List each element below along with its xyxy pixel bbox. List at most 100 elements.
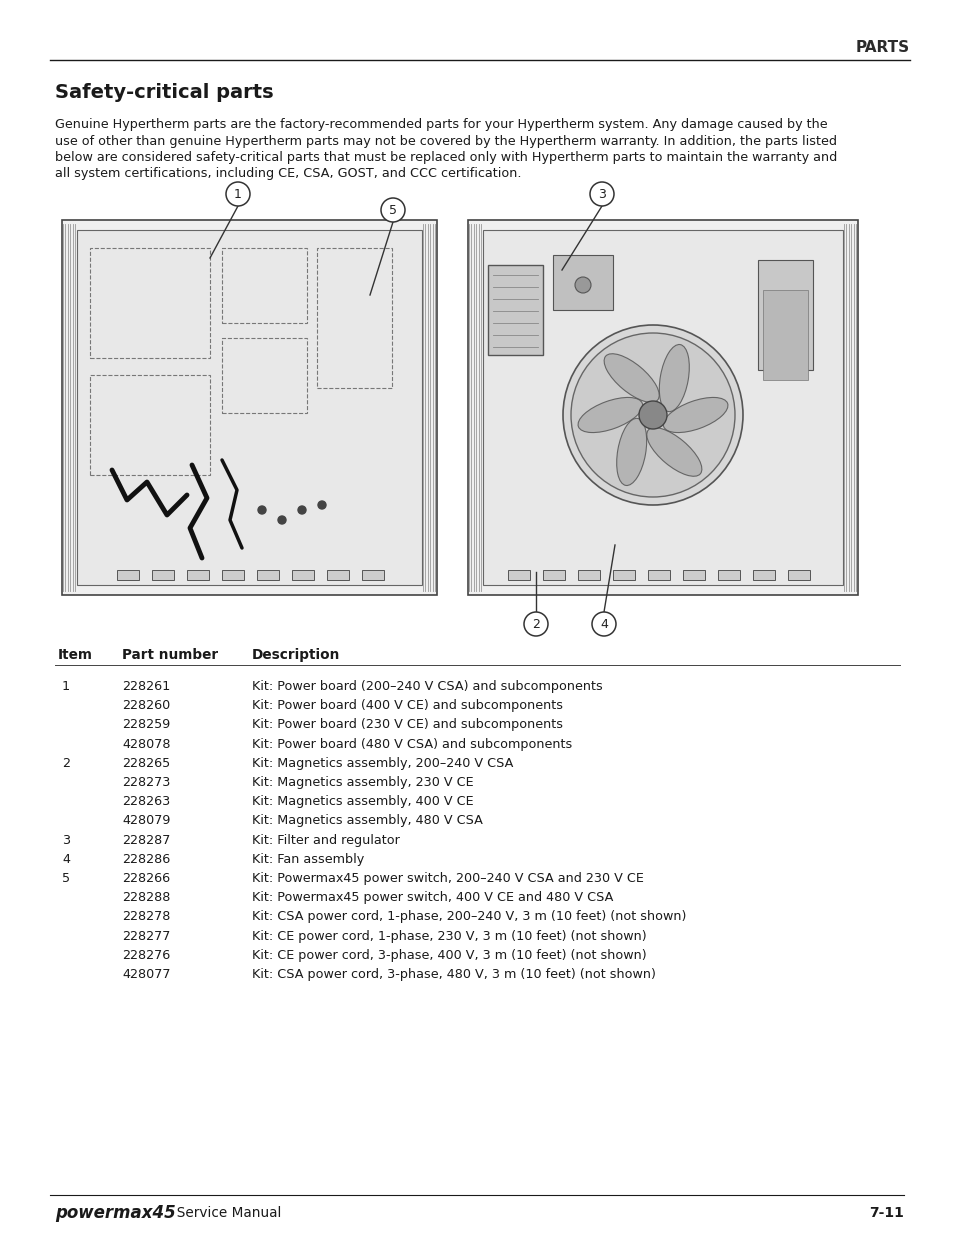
Text: PARTS: PARTS [855,41,909,56]
Text: Item: Item [58,648,92,662]
Text: Kit: Magnetics assembly, 230 V CE: Kit: Magnetics assembly, 230 V CE [252,776,473,789]
Text: 228278: 228278 [122,910,171,924]
Text: Kit: Power board (200–240 V CSA) and subcomponents: Kit: Power board (200–240 V CSA) and sub… [252,680,602,693]
Text: 4: 4 [62,853,70,866]
Bar [507,571,530,580]
Circle shape [589,182,614,206]
Circle shape [523,613,547,636]
Ellipse shape [578,398,642,432]
Circle shape [639,401,666,429]
Text: 5: 5 [62,872,70,885]
Text: Kit: Magnetics assembly, 200–240 V CSA: Kit: Magnetics assembly, 200–240 V CSA [252,757,513,769]
Text: Description: Description [252,648,340,662]
Ellipse shape [662,398,727,432]
Text: 1: 1 [62,680,70,693]
Circle shape [257,506,266,514]
Text: Kit: Magnetics assembly, 400 V CE: Kit: Magnetics assembly, 400 V CE [252,795,473,808]
Bar [361,571,384,580]
Bar [316,248,392,388]
Bar [578,571,599,580]
Text: 3: 3 [62,834,70,847]
Ellipse shape [616,419,646,485]
Text: 228266: 228266 [122,872,170,885]
Text: 228277: 228277 [122,930,171,942]
Bar [222,571,244,580]
Text: Safety-critical parts: Safety-critical parts [55,83,274,101]
Bar [292,571,314,580]
Text: Kit: Power board (230 V CE) and subcomponents: Kit: Power board (230 V CE) and subcompo… [252,719,562,731]
Bar [613,571,635,580]
Circle shape [380,198,405,222]
Text: use of other than genuine Hypertherm parts may not be covered by the Hypertherm : use of other than genuine Hypertherm par… [55,135,836,147]
Bar [222,338,307,412]
Text: Kit: Fan assembly: Kit: Fan assembly [252,853,364,866]
Text: 228265: 228265 [122,757,170,769]
Circle shape [562,325,742,505]
Text: Genuine Hypertherm parts are the factory-recommended parts for your Hypertherm s: Genuine Hypertherm parts are the factory… [55,119,827,131]
Bar [90,248,210,358]
Text: Kit: Powermax45 power switch, 200–240 V CSA and 230 V CE: Kit: Powermax45 power switch, 200–240 V … [252,872,643,885]
Text: Service Manual: Service Manual [168,1207,281,1220]
Bar [77,230,421,585]
Bar [468,220,857,595]
Bar [752,571,774,580]
Text: 228276: 228276 [122,948,170,962]
Text: 228261: 228261 [122,680,170,693]
Text: Kit: Filter and regulator: Kit: Filter and regulator [252,834,399,847]
Circle shape [226,182,250,206]
Circle shape [592,613,616,636]
Bar [787,571,809,580]
Text: 4: 4 [599,618,607,631]
Text: 1: 1 [233,188,242,200]
Circle shape [575,277,590,293]
Text: 228263: 228263 [122,795,170,808]
Text: Kit: CE power cord, 3-phase, 400 V, 3 m (10 feet) (not shown): Kit: CE power cord, 3-phase, 400 V, 3 m … [252,948,646,962]
Bar [542,571,564,580]
Bar [762,290,807,380]
Text: 228260: 228260 [122,699,170,713]
Text: 228259: 228259 [122,719,170,731]
Text: 2: 2 [532,618,539,631]
Text: below are considered safety-critical parts that must be replaced only with Hyper: below are considered safety-critical par… [55,151,837,164]
Text: 428078: 428078 [122,737,171,751]
Text: 228273: 228273 [122,776,171,789]
Bar [718,571,740,580]
Bar [647,571,669,580]
Text: 228287: 228287 [122,834,171,847]
Ellipse shape [659,345,689,411]
Text: 7-11: 7-11 [868,1207,903,1220]
Text: all system certifications, including CE, CSA, GOST, and CCC certification.: all system certifications, including CE,… [55,168,521,180]
Bar [682,571,704,580]
Text: powermax45: powermax45 [55,1204,175,1221]
Text: 228288: 228288 [122,892,171,904]
Bar [187,571,209,580]
Text: Kit: CE power cord, 1-phase, 230 V, 3 m (10 feet) (not shown): Kit: CE power cord, 1-phase, 230 V, 3 m … [252,930,646,942]
Circle shape [297,506,306,514]
Text: 2: 2 [62,757,70,769]
Circle shape [571,333,734,496]
Bar [758,261,812,370]
Text: 428079: 428079 [122,814,171,827]
Text: Kit: Magnetics assembly, 480 V CSA: Kit: Magnetics assembly, 480 V CSA [252,814,482,827]
Circle shape [277,516,286,524]
Text: Kit: CSA power cord, 3-phase, 480 V, 3 m (10 feet) (not shown): Kit: CSA power cord, 3-phase, 480 V, 3 m… [252,968,656,981]
Ellipse shape [646,427,701,477]
Bar [62,220,436,595]
Text: 228286: 228286 [122,853,170,866]
Ellipse shape [603,353,659,403]
Bar [488,266,542,354]
Bar [482,230,842,585]
Bar [327,571,349,580]
Bar [90,375,210,475]
Text: 428077: 428077 [122,968,171,981]
Bar [152,571,173,580]
Bar [117,571,139,580]
Bar [553,254,613,310]
Circle shape [317,501,326,509]
Bar [256,571,278,580]
Text: Kit: CSA power cord, 1-phase, 200–240 V, 3 m (10 feet) (not shown): Kit: CSA power cord, 1-phase, 200–240 V,… [252,910,685,924]
Text: Part number: Part number [122,648,218,662]
Text: Kit: Powermax45 power switch, 400 V CE and 480 V CSA: Kit: Powermax45 power switch, 400 V CE a… [252,892,613,904]
Bar [222,248,307,324]
Text: 5: 5 [389,204,396,216]
